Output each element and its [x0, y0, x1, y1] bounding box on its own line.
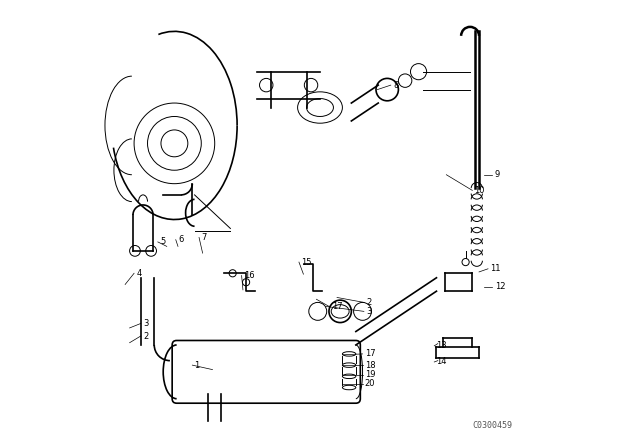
- Text: 2: 2: [366, 298, 371, 307]
- Text: 10: 10: [475, 186, 485, 195]
- Text: 3: 3: [143, 319, 148, 328]
- Text: 5: 5: [160, 237, 165, 246]
- Text: 4: 4: [136, 269, 141, 278]
- Text: 18: 18: [365, 361, 376, 370]
- Text: 16: 16: [244, 271, 255, 280]
- Text: 17: 17: [365, 349, 376, 358]
- Text: 11: 11: [490, 264, 500, 273]
- Text: C0300459: C0300459: [473, 421, 513, 430]
- Text: 13: 13: [436, 341, 447, 350]
- Text: 17: 17: [332, 302, 343, 311]
- Text: 3: 3: [366, 307, 371, 316]
- Text: 6: 6: [178, 235, 183, 244]
- Text: 15: 15: [301, 258, 312, 267]
- Text: 12: 12: [495, 282, 505, 291]
- FancyBboxPatch shape: [172, 340, 360, 403]
- Text: 1: 1: [195, 361, 200, 370]
- Text: 14: 14: [436, 358, 447, 366]
- Text: 2: 2: [143, 332, 148, 340]
- Text: 9: 9: [495, 170, 500, 179]
- Text: 7: 7: [202, 233, 207, 242]
- Text: 19: 19: [365, 370, 375, 379]
- Text: 8: 8: [393, 81, 398, 90]
- Text: 20: 20: [365, 379, 375, 388]
